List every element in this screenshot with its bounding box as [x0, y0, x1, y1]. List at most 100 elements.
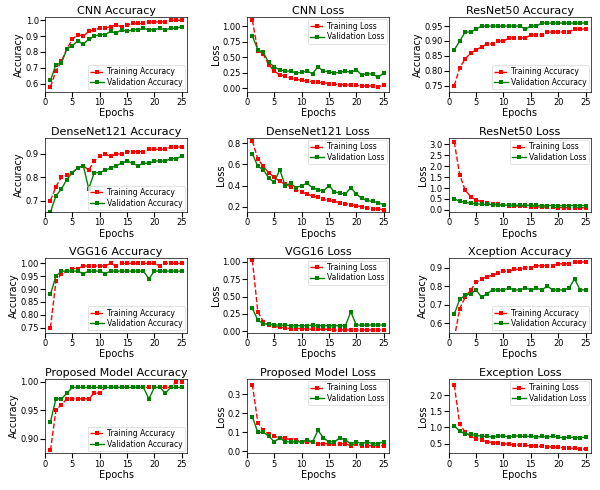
Validation Loss	[260, 167, 267, 172]
Y-axis label: Loss: Loss	[216, 405, 226, 427]
Legend: Training Accuracy, Validation Accuracy: Training Accuracy, Validation Accuracy	[88, 186, 185, 210]
Validation Accuracy	[484, 291, 491, 296]
Training Loss	[353, 441, 360, 447]
Validation Accuracy	[47, 419, 54, 425]
Training Loss	[544, 444, 551, 450]
Training Loss	[293, 76, 300, 82]
Validation Loss	[566, 203, 573, 209]
Legend: Training Accuracy, Validation Accuracy: Training Accuracy, Validation Accuracy	[491, 306, 589, 330]
Line: Training Loss: Training Loss	[251, 19, 385, 88]
Validation Loss	[478, 433, 485, 439]
Training Loss	[566, 205, 573, 211]
Validation Accuracy	[544, 20, 551, 26]
Validation Accuracy	[69, 268, 76, 274]
Training Loss	[260, 427, 267, 433]
Validation Accuracy	[91, 170, 98, 175]
Training Loss	[249, 17, 256, 23]
Validation Loss	[287, 180, 294, 186]
Training Accuracy	[500, 269, 507, 274]
Training Accuracy	[511, 35, 518, 41]
Validation Loss	[249, 414, 256, 420]
Validation Loss	[336, 323, 343, 329]
Training Accuracy	[167, 385, 175, 391]
Validation Loss	[249, 151, 256, 157]
Training Accuracy	[69, 170, 76, 175]
Training Accuracy	[140, 385, 147, 391]
Validation Loss	[473, 433, 480, 439]
Training Loss	[566, 445, 573, 451]
Validation Loss	[309, 322, 316, 328]
Validation Accuracy	[494, 23, 502, 29]
Training Loss	[364, 442, 371, 448]
Validation Loss	[331, 323, 338, 329]
Training Loss	[298, 189, 305, 195]
Training Loss	[281, 73, 289, 79]
Validation Accuracy	[178, 385, 185, 391]
Training Accuracy	[129, 261, 136, 267]
Validation Loss	[325, 439, 332, 445]
Validation Accuracy	[118, 27, 125, 33]
Validation Accuracy	[112, 385, 119, 391]
Validation Accuracy	[167, 385, 175, 391]
Validation Accuracy	[500, 23, 507, 29]
Training Accuracy	[489, 272, 496, 278]
Training Accuracy	[96, 25, 103, 31]
Validation Loss	[342, 437, 349, 443]
Training Loss	[260, 164, 267, 170]
Training Accuracy	[549, 263, 556, 269]
Validation Accuracy	[549, 287, 556, 293]
Validation Accuracy	[549, 20, 556, 26]
Training Loss	[364, 83, 371, 89]
Training Accuracy	[461, 56, 469, 62]
Validation Accuracy	[505, 285, 512, 291]
Training Loss	[549, 444, 556, 450]
Training Loss	[560, 445, 567, 451]
Validation Accuracy	[58, 396, 65, 402]
Y-axis label: Loss: Loss	[211, 285, 221, 306]
Training Accuracy	[577, 26, 584, 32]
Validation Loss	[254, 47, 262, 53]
Validation Accuracy	[151, 268, 158, 274]
Training Loss	[293, 437, 300, 443]
Validation Loss	[265, 59, 272, 65]
Validation Loss	[265, 175, 272, 181]
Training Loss	[484, 200, 491, 206]
Validation Loss	[298, 183, 305, 189]
Training Accuracy	[107, 153, 114, 159]
Validation Accuracy	[112, 163, 119, 169]
Validation Accuracy	[107, 385, 114, 391]
Training Loss	[549, 204, 556, 210]
Y-axis label: Accuracy: Accuracy	[14, 152, 24, 197]
Validation Loss	[533, 434, 540, 440]
Validation Accuracy	[517, 287, 524, 293]
Training Loss	[478, 438, 485, 443]
Training Accuracy	[101, 263, 109, 269]
Training Loss	[533, 204, 540, 210]
Training Accuracy	[58, 271, 65, 277]
Validation Loss	[276, 67, 283, 73]
Title: DenseNet121 Loss: DenseNet121 Loss	[266, 127, 370, 137]
Validation Loss	[265, 433, 272, 439]
Validation Loss	[522, 202, 529, 208]
Validation Loss	[380, 439, 387, 445]
Legend: Training Accuracy, Validation Accuracy: Training Accuracy, Validation Accuracy	[88, 306, 185, 330]
Validation Accuracy	[80, 41, 87, 47]
Validation Accuracy	[112, 268, 119, 274]
Training Accuracy	[522, 265, 529, 270]
Validation Accuracy	[517, 23, 524, 29]
Validation Accuracy	[473, 26, 480, 32]
Validation Loss	[353, 191, 360, 197]
Training Accuracy	[52, 68, 59, 74]
Validation Loss	[342, 68, 349, 74]
Validation Loss	[369, 322, 376, 328]
Validation Accuracy	[527, 287, 535, 293]
Validation Loss	[298, 439, 305, 445]
Validation Loss	[304, 180, 311, 186]
Training Loss	[522, 442, 529, 448]
Validation Loss	[342, 191, 349, 197]
Training Accuracy	[134, 385, 142, 391]
Validation Loss	[538, 203, 545, 209]
Validation Accuracy	[118, 268, 125, 274]
Validation Loss	[517, 202, 524, 208]
Training Accuracy	[69, 36, 76, 42]
